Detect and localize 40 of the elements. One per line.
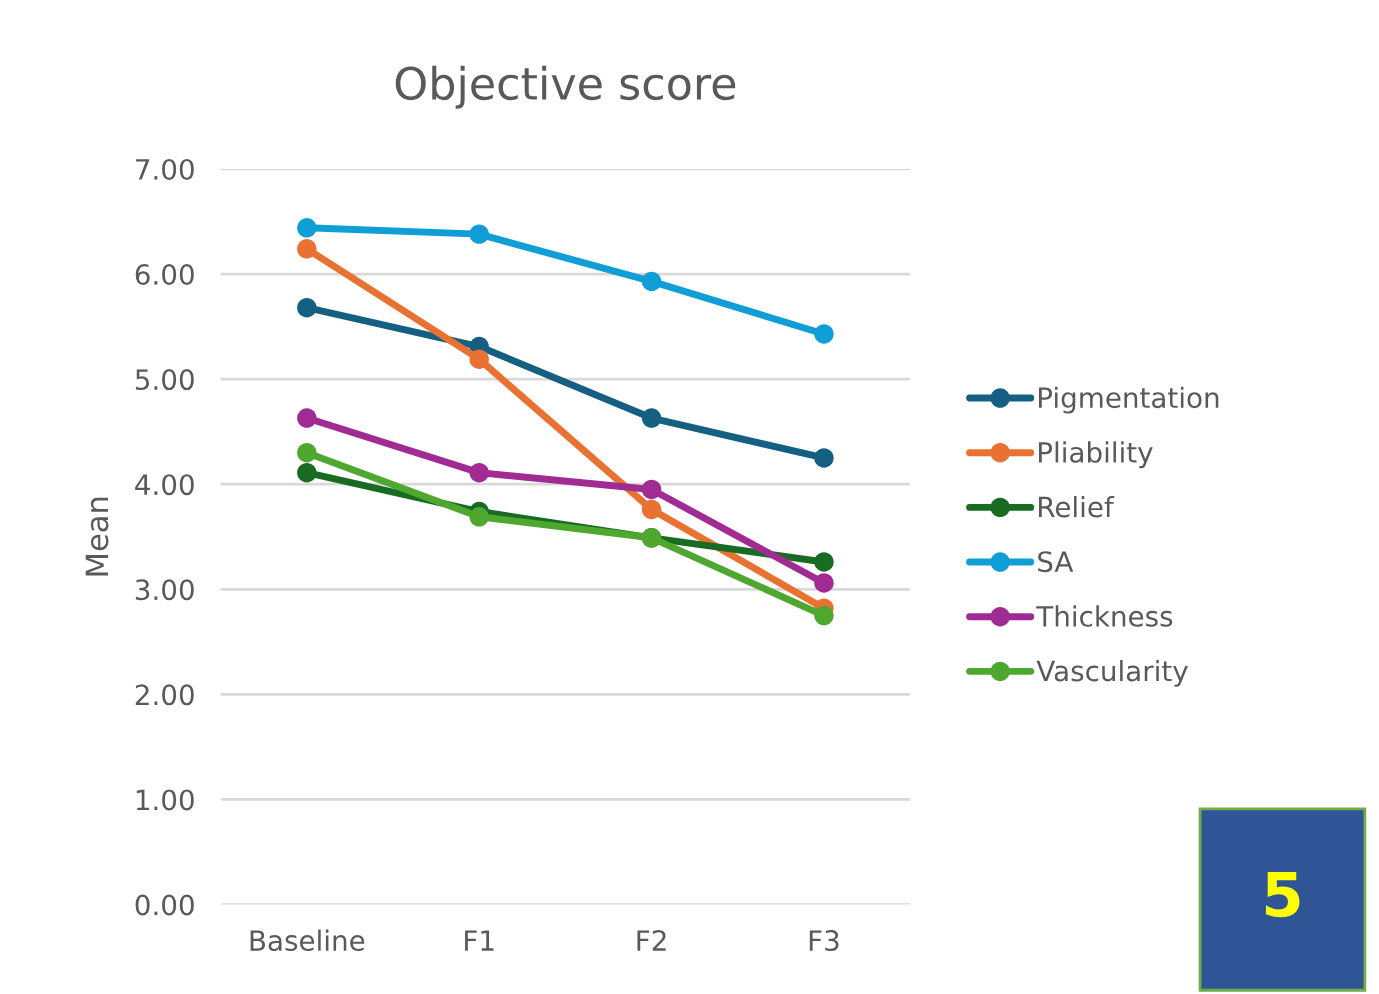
x-tick-label: F1 [465, 930, 494, 951]
text: 5 [1265, 871, 1300, 918]
point [297, 442, 317, 463]
point [297, 297, 317, 318]
legend-label: Relief [1039, 495, 1115, 518]
y-axis-title: Mean [85, 497, 109, 576]
point [814, 552, 834, 572]
point [814, 573, 834, 593]
chart-title: Objective score [395, 65, 736, 109]
point [641, 479, 662, 500]
point [814, 605, 834, 626]
y-tick-label: 7.00 [136, 158, 194, 180]
legend-label: Vascularity [1036, 659, 1188, 687]
point [297, 408, 317, 428]
point [469, 462, 489, 483]
y-tick-label: 1.00 [136, 789, 194, 811]
legend-label: Pigmentation [1039, 386, 1219, 414]
legend-label: Pliability [1039, 441, 1153, 469]
point [469, 349, 489, 369]
point [641, 408, 662, 428]
y-tick-label: 6.00 [135, 264, 194, 286]
y-tick-label: 0.00 [135, 894, 194, 916]
y-tick-label: 3.00 [135, 579, 194, 601]
point [297, 239, 317, 259]
point [641, 499, 662, 520]
x-tick-label: F2 [637, 930, 666, 951]
legend-label: SA [1038, 551, 1074, 573]
y-tick-label: 2.00 [135, 684, 194, 706]
point [641, 271, 662, 292]
point [297, 218, 317, 238]
point [814, 324, 834, 344]
x-tick-label: Baseline [250, 929, 365, 952]
legend-label: Thickness [1036, 605, 1173, 627]
point [469, 507, 489, 527]
point [814, 448, 834, 468]
y-tick-label: 5.00 [135, 369, 194, 391]
y-tick-label: 4.00 [135, 474, 194, 496]
point [469, 224, 489, 244]
point [297, 462, 317, 483]
x-tick-label: F3 [809, 930, 839, 952]
